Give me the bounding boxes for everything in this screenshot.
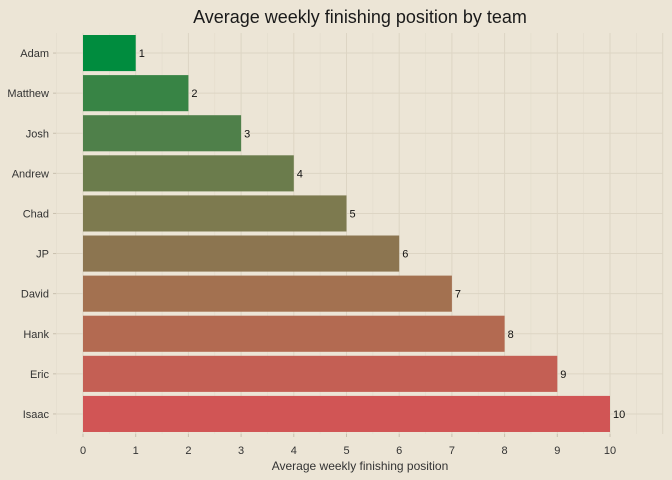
y-tick-label: Andrew bbox=[12, 168, 49, 180]
y-tick-label: Isaac bbox=[23, 409, 50, 421]
bar-value-label: 9 bbox=[560, 369, 566, 381]
y-tick-label: JP bbox=[36, 249, 49, 261]
x-tick-label: 1 bbox=[133, 445, 139, 457]
y-tick-label: Chad bbox=[23, 208, 49, 220]
bar-matthew bbox=[83, 75, 189, 112]
bar-value-label: 1 bbox=[139, 48, 145, 60]
bar-eric bbox=[83, 355, 558, 392]
x-tick-label: 0 bbox=[80, 445, 86, 457]
y-tick-label: Josh bbox=[26, 128, 49, 140]
y-tick-label: Eric bbox=[30, 369, 49, 381]
x-tick-label: 6 bbox=[396, 445, 402, 457]
y-tick-label: Adam bbox=[20, 48, 49, 60]
y-axis: Adam Matthew Josh Andrew Chad JP David Hank Eric… bbox=[7, 48, 56, 421]
x-tick-label: 8 bbox=[502, 445, 508, 457]
y-tick-label: Hank bbox=[23, 329, 49, 341]
bar-value-label: 6 bbox=[402, 249, 408, 261]
bar-david bbox=[83, 275, 452, 312]
chart-title: Average weekly finishing position by tea… bbox=[193, 7, 527, 27]
bar-jp bbox=[83, 235, 400, 272]
bar-value-label: 5 bbox=[350, 208, 356, 220]
bar-value-label: 10 bbox=[613, 409, 625, 421]
bar-value-label: 7 bbox=[455, 289, 461, 301]
bars-group bbox=[83, 35, 610, 432]
y-tick-label: Matthew bbox=[7, 88, 49, 100]
data-labels-group: 1 2 3 4 5 6 7 8 9 10 bbox=[139, 48, 626, 421]
bar-isaac bbox=[83, 395, 610, 432]
x-tick-label: 2 bbox=[185, 445, 191, 457]
x-tick-label: 5 bbox=[343, 445, 349, 457]
bar-chad bbox=[83, 195, 347, 232]
x-axis-title: Average weekly finishing position bbox=[272, 459, 449, 473]
bar-josh bbox=[83, 115, 242, 152]
bar-value-label: 8 bbox=[508, 329, 514, 341]
bar-andrew bbox=[83, 155, 294, 192]
bar-value-label: 2 bbox=[191, 88, 197, 100]
x-tick-label: 10 bbox=[604, 445, 616, 457]
bar-adam bbox=[83, 35, 136, 72]
y-tick-label: David bbox=[21, 289, 49, 301]
bar-value-label: 4 bbox=[297, 168, 303, 180]
bar-hank bbox=[83, 315, 505, 352]
x-tick-label: 9 bbox=[554, 445, 560, 457]
x-axis: 0 1 2 3 4 5 6 7 8 9 10 bbox=[80, 434, 616, 457]
x-tick-label: 3 bbox=[238, 445, 244, 457]
x-tick-label: 4 bbox=[291, 445, 297, 457]
x-tick-label: 7 bbox=[449, 445, 455, 457]
bar-value-label: 3 bbox=[244, 128, 250, 140]
